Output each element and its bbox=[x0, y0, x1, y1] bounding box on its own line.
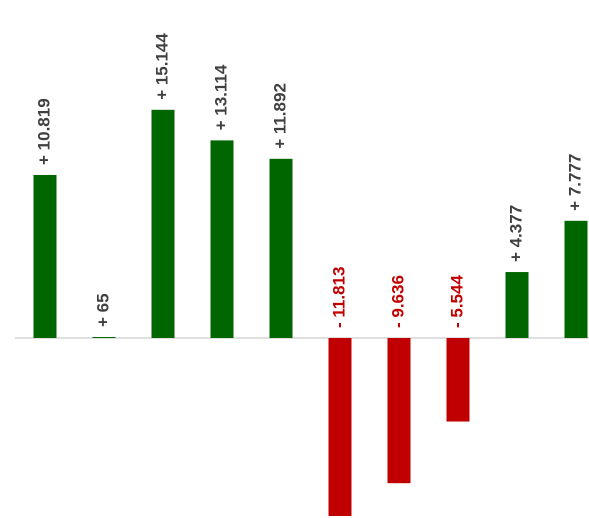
value-label: + 15.144 bbox=[152, 33, 171, 100]
bar bbox=[269, 158, 293, 338]
value-label: - 5.544 bbox=[447, 275, 466, 328]
bar bbox=[387, 338, 411, 484]
value-label: + 13.114 bbox=[211, 64, 230, 130]
bar bbox=[564, 220, 588, 338]
bar bbox=[92, 337, 116, 339]
bar bbox=[505, 272, 529, 338]
value-label: - 11.813 bbox=[329, 267, 348, 328]
bar bbox=[151, 109, 175, 338]
bar bbox=[328, 338, 352, 516]
value-label: + 11.892 bbox=[270, 83, 289, 149]
value-label: + 4.377 bbox=[506, 205, 525, 262]
bar bbox=[210, 140, 234, 338]
value-label: + 10.819 bbox=[34, 98, 53, 165]
bar bbox=[446, 338, 470, 422]
bar bbox=[33, 174, 57, 338]
value-label: - 9.636 bbox=[388, 275, 407, 328]
value-label: + 65 bbox=[93, 293, 112, 327]
value-label: + 7.777 bbox=[565, 154, 584, 211]
